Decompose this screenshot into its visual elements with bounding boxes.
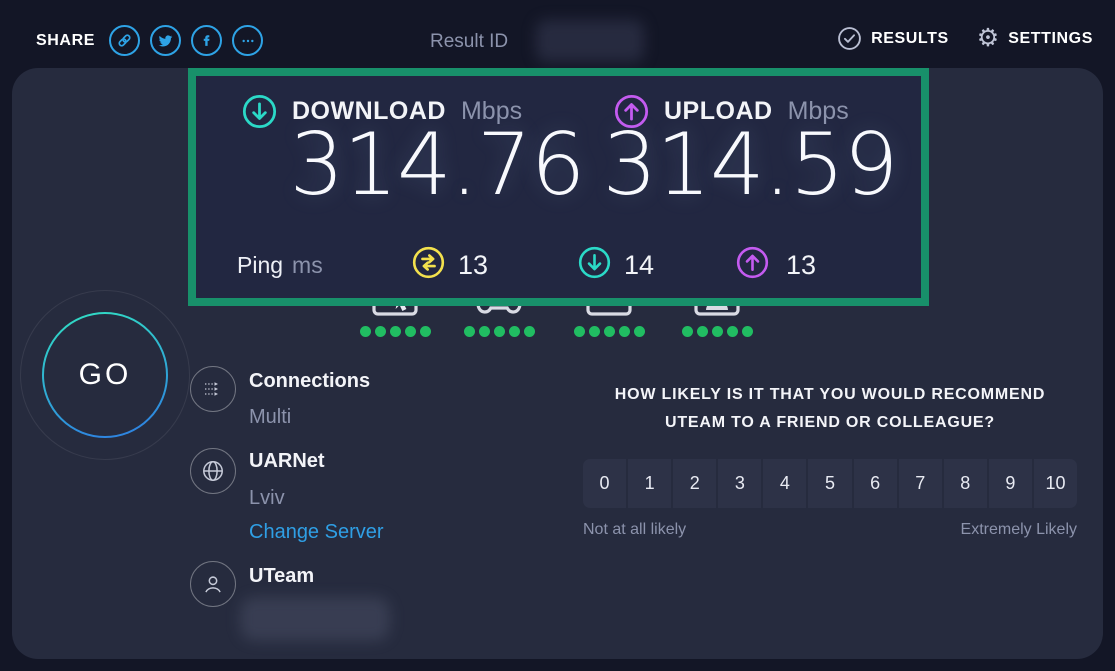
change-server-link[interactable]: Change Server (249, 521, 384, 543)
rating-dot (374, 326, 386, 337)
rating-dot (741, 326, 753, 337)
upload-unit: Mbps (787, 97, 849, 125)
survey-question-line1: HOW LIKELY IS IT THAT YOU WOULD RECOMMEN… (614, 386, 1046, 403)
ping-label: Ping ms (237, 252, 323, 278)
scale-max-label: Extremely Likely (960, 521, 1077, 538)
share-label: SHARE (36, 31, 96, 49)
rating-dot (493, 326, 505, 337)
twitter-icon[interactable] (150, 25, 182, 56)
rating-dots (359, 326, 431, 337)
rating-button-7[interactable]: 7 (898, 459, 942, 508)
rating-button-10[interactable]: 10 (1033, 459, 1078, 508)
server-name: UARNet (249, 450, 325, 472)
rating-dot (463, 326, 475, 337)
share-group: SHARE (36, 25, 264, 56)
rating-button-9[interactable]: 9 (988, 459, 1032, 508)
rating-button-5[interactable]: 5 (808, 459, 852, 508)
connections-label: Connections (249, 370, 371, 392)
rating-dot (573, 326, 585, 337)
rating-button-6[interactable]: 6 (853, 459, 897, 508)
result-id-label: Result ID (430, 31, 509, 52)
rating-dot (508, 326, 520, 337)
circle-swap-arrows-icon (412, 246, 445, 279)
rating-dot (389, 326, 401, 337)
rating-dot (523, 326, 535, 337)
server-location: Lviv (249, 487, 285, 509)
more-icon[interactable] (232, 25, 264, 56)
go-button-ring (42, 312, 168, 438)
ping-upload-value: 13 (786, 250, 817, 280)
circle-arrow-down-icon (242, 94, 277, 129)
download-header: DOWNLOAD Mbps (242, 94, 522, 129)
rating-dot (633, 326, 645, 337)
results-button[interactable]: RESULTS (837, 26, 949, 51)
rating-scale: 0 1 2 3 4 5 6 7 8 9 10 (583, 459, 1078, 508)
rating-button-4[interactable]: 4 (763, 459, 807, 508)
rating-dots (463, 326, 535, 337)
ping-upload-icon (736, 246, 769, 279)
multi-arrows-icon (190, 366, 236, 412)
gear-icon: ⚙ (976, 24, 1000, 52)
rating-dot (696, 326, 708, 337)
rating-dot (419, 326, 431, 337)
rating-dot (726, 326, 738, 337)
facebook-icon[interactable] (191, 25, 223, 56)
connections-value: Multi (249, 406, 292, 428)
settings-label: SETTINGS (1008, 29, 1093, 47)
rating-dots (681, 326, 753, 337)
rating-dot (618, 326, 630, 337)
top-nav: RESULTS ⚙ SETTINGS (837, 26, 1093, 51)
upload-header: UPLOAD Mbps (614, 94, 849, 129)
upload-value: 314.59 (602, 115, 899, 215)
rating-dot (588, 326, 600, 337)
results-label: RESULTS (871, 29, 949, 47)
rating-button-0[interactable]: 0 (583, 459, 627, 508)
rating-dot (711, 326, 723, 337)
check-circle-icon (838, 27, 861, 50)
rating-button-8[interactable]: 8 (943, 459, 987, 508)
rating-button-2[interactable]: 2 (673, 459, 717, 508)
globe-icon (190, 448, 236, 494)
scale-min-label: Not at all likely (583, 521, 687, 538)
ping-idle-value: 13 (458, 250, 489, 280)
upload-label: UPLOAD (664, 97, 773, 125)
result-id-redacted (536, 20, 644, 62)
download-unit: Mbps (460, 97, 523, 125)
isp-redacted (240, 597, 390, 641)
survey-question-line2: UTEAM TO A FRIEND OR COLLEAGUE? (665, 414, 995, 431)
rating-button-1[interactable]: 1 (628, 459, 672, 508)
rating-dot (681, 326, 693, 337)
rating-dots (573, 326, 645, 337)
go-button-outer-ring (20, 290, 190, 460)
download-value: 314.76 (289, 115, 586, 215)
settings-button[interactable]: ⚙ SETTINGS (977, 26, 1093, 51)
results-highlight-box: DOWNLOAD Mbps UPLOAD Mbps 314.76 314.59 … (188, 68, 929, 306)
download-label: DOWNLOAD (292, 97, 446, 125)
ping-download-icon (578, 246, 611, 279)
link-icon[interactable] (109, 25, 141, 56)
rating-dot (359, 326, 371, 337)
rating-dot (478, 326, 490, 337)
rating-dot (404, 326, 416, 337)
rating-dot (603, 326, 615, 337)
isp-name: UTeam (249, 565, 315, 587)
scale-labels: Not at all likely Extremely Likely (583, 521, 1077, 539)
go-button[interactable]: GO (78, 358, 132, 391)
user-icon (190, 561, 236, 607)
ping-unit: ms (292, 252, 323, 278)
rating-button-3[interactable]: 3 (718, 459, 762, 508)
circle-arrow-up-icon (614, 94, 649, 129)
ping-download-value: 14 (624, 250, 655, 280)
